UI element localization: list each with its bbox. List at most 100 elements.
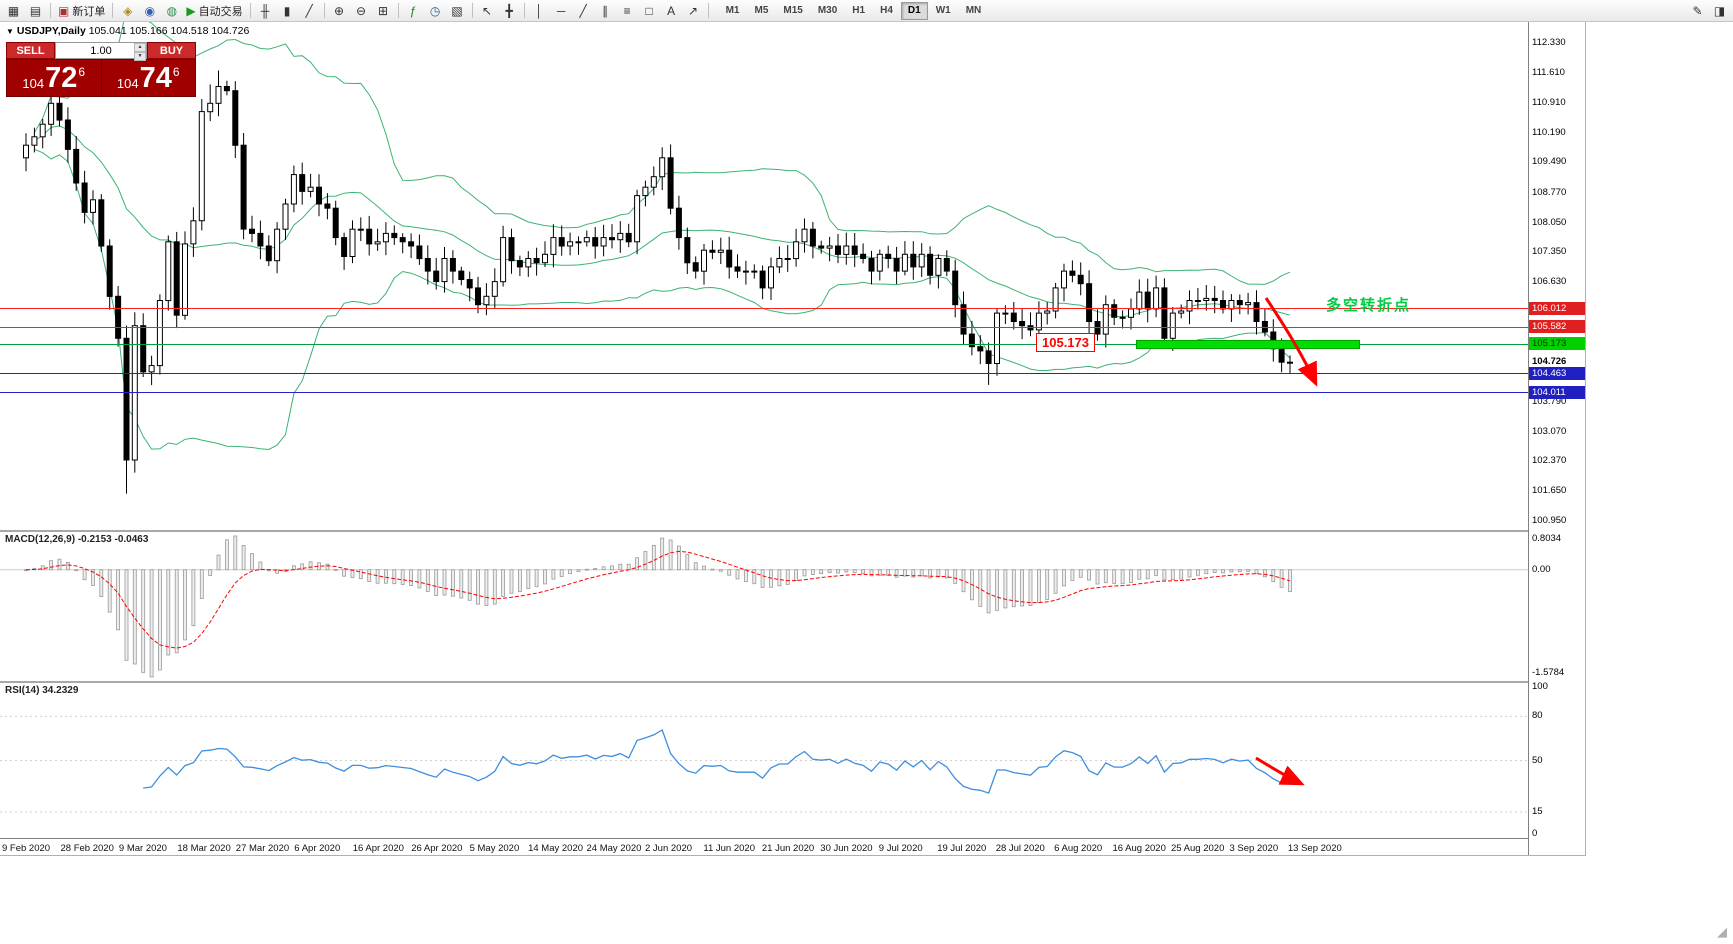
macd-scale-min: -1.5784	[1532, 667, 1565, 678]
cursor-icon: ↖	[482, 3, 493, 18]
timeframe-d1[interactable]: D1	[900, 1, 928, 20]
toolbar: ▦ ▤ ▣ 新订单 ◈ ◉ ◍ ▶ 自动交易 ╫ ▮ ╱ ⊕ ⊖ ⊞ ƒ ◷ ▧ ↖ ╋ │ ─ ╱ ∥ ≡ □ A ↗ M1 M5 M15…	[0, 0, 1733, 22]
support-highlight-bar[interactable]	[1136, 339, 1360, 349]
time-axis-label: 30 Jun 2020	[820, 843, 873, 854]
sell-price[interactable]: 104 72 6	[7, 60, 102, 96]
candlestick-chart-button[interactable]: ▮	[277, 1, 298, 20]
fibonacci-icon: ≡	[623, 3, 631, 18]
price-axis-label: 112.330	[1532, 37, 1566, 49]
toolbar-separator	[249, 3, 251, 18]
price-chart[interactable]	[0, 22, 1528, 530]
line-chart-button[interactable]: ╱	[299, 1, 320, 20]
time-axis-label: 6 Apr 2020	[294, 843, 341, 854]
zoom-out-button[interactable]: ⊖	[351, 1, 372, 20]
market-watch-button[interactable]: ◉	[139, 1, 160, 20]
text-button[interactable]: A	[661, 1, 682, 20]
timeframe-h1[interactable]: H1	[845, 2, 872, 20]
toolbar-separator	[523, 3, 525, 18]
rsi-panel[interactable]	[0, 683, 1528, 838]
indicators-button[interactable]: ƒ	[403, 1, 424, 20]
resize-grip[interactable]: ◢	[1717, 924, 1727, 939]
time-axis-label: 9 Mar 2020	[118, 843, 167, 854]
docking-button[interactable]: ◨	[1709, 1, 1730, 20]
time-axis-label: 9 Feb 2020	[2, 843, 51, 854]
timeframe-w1[interactable]: W1	[929, 2, 958, 20]
panel-separator[interactable]	[0, 530, 1585, 532]
toolbar-separator	[112, 3, 114, 18]
rsi-scale-label: 50	[1532, 754, 1543, 766]
navigator-button[interactable]: ◍	[161, 1, 182, 20]
price-axis-label: 109.490	[1532, 156, 1567, 168]
price-axis-label: 108.770	[1532, 186, 1567, 198]
indicators-icon: ƒ	[409, 3, 417, 18]
shapes-button[interactable]: □	[639, 1, 660, 20]
rsi-scale-label: 100	[1532, 681, 1548, 692]
expert-advisors-button[interactable]: ◈	[117, 1, 138, 20]
crosshair-button[interactable]: ╋	[499, 1, 520, 20]
time-axis-label: 16 Aug 2020	[1112, 843, 1166, 854]
rsi-scale-label: 0	[1532, 828, 1538, 839]
equidistant-channel-button[interactable]: ∥	[595, 1, 616, 20]
price-level-line[interactable]	[0, 343, 1528, 345]
zoom-in-button[interactable]: ⊕	[329, 1, 350, 20]
one-click-trading-panel: SELL 1.00 ▲ ▼ BUY 104 72 6 104 74 6	[6, 42, 196, 97]
timeframe-h4[interactable]: H4	[873, 2, 900, 20]
timeframe-mn[interactable]: MN	[959, 2, 989, 20]
time-axis-label: 3 Sep 2020	[1229, 843, 1279, 854]
new-order-button[interactable]: ▣ 新订单	[55, 1, 108, 20]
timeframe-m15[interactable]: M15	[776, 2, 809, 20]
toolbar-separator	[707, 3, 709, 18]
spin-down-icon[interactable]: ▼	[134, 52, 146, 61]
buy-button[interactable]: BUY	[147, 42, 196, 59]
chart-profiles-button[interactable]: ▤	[25, 1, 46, 20]
panel-separator[interactable]	[0, 681, 1585, 683]
spin-up-icon[interactable]: ▲	[134, 43, 146, 52]
vertical-line-button[interactable]: │	[529, 1, 550, 20]
timeframe-m30[interactable]: M30	[811, 2, 844, 20]
time-axis-label: 14 May 2020	[528, 843, 584, 854]
navigator-icon: ◍	[166, 3, 178, 18]
equidistant-channel-icon: ∥	[602, 3, 609, 18]
fibonacci-button[interactable]: ≡	[617, 1, 638, 20]
macd-panel[interactable]	[0, 532, 1528, 681]
price-axis-label: 111.610	[1532, 67, 1565, 79]
vertical-line-icon: │	[535, 3, 543, 18]
time-axis-label: 13 Sep 2020	[1287, 843, 1342, 854]
collapse-triangle-icon[interactable]: ▼	[6, 27, 14, 36]
volume-input[interactable]: 1.00 ▲ ▼	[55, 42, 147, 61]
price-axis-label: 101.650	[1532, 485, 1567, 497]
tile-windows-button[interactable]: ⊞	[373, 1, 394, 20]
price-axis[interactable]: 112.330 111.610 110.910 110.190 109.490 108.7…	[1528, 22, 1585, 855]
price-level-line[interactable]	[0, 392, 1528, 394]
buy-price[interactable]: 104 74 6	[102, 60, 196, 96]
chart-profiles-icon: ▤	[29, 3, 42, 18]
periods-button[interactable]: ◷	[425, 1, 446, 20]
turning-point-label[interactable]: 多空转折点	[1326, 297, 1412, 314]
timeframe-m5[interactable]: M5	[747, 2, 775, 20]
sell-button[interactable]: SELL	[6, 42, 55, 59]
timeframe-m1[interactable]: M1	[719, 2, 747, 20]
horizontal-line-button[interactable]: ─	[551, 1, 572, 20]
price-level-line[interactable]	[0, 308, 1528, 310]
price-level-badge: 106.012	[1529, 301, 1585, 315]
chart-edit-button[interactable]: ✎	[1687, 1, 1708, 20]
auto-trading-button[interactable]: ▶ 自动交易	[183, 1, 245, 20]
arrows-icon: ↗	[688, 3, 699, 18]
trendline-button[interactable]: ╱	[573, 1, 594, 20]
arrows-button[interactable]: ↗	[683, 1, 704, 20]
price-level-line[interactable]	[0, 326, 1528, 328]
cursor-button[interactable]: ↖	[477, 1, 498, 20]
time-axis-label: 19 Jul 2020	[937, 843, 987, 854]
time-axis-label: 11 Jun 2020	[703, 843, 755, 854]
chart-edit-icon: ✎	[1692, 3, 1703, 18]
volume-spinner[interactable]: ▲ ▼	[134, 43, 146, 61]
toolbar-separator	[323, 3, 325, 18]
expert-advisors-icon: ◈	[123, 3, 133, 18]
time-axis[interactable]: 9 Feb 2020 28 Feb 2020 9 Mar 2020 18 Mar 20…	[0, 838, 1585, 855]
templates-button[interactable]: ▧	[447, 1, 468, 20]
bar-chart-button[interactable]: ╫	[255, 1, 276, 20]
macd-scale-zero: 0.00	[1532, 563, 1551, 575]
price-level-line[interactable]	[0, 373, 1528, 375]
new-chart-button[interactable]: ▦	[3, 1, 24, 20]
price-flag-label[interactable]: 105.173	[1036, 332, 1095, 352]
